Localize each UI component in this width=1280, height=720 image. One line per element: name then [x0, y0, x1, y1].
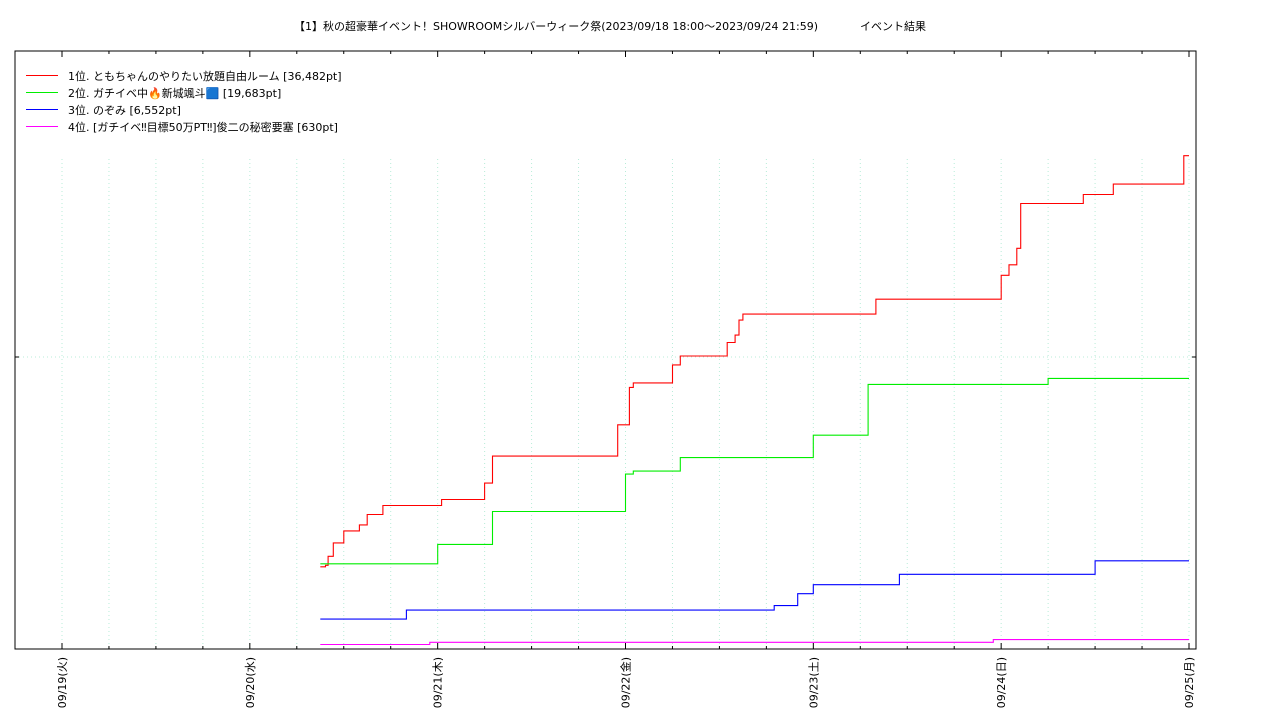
legend-label-2: 2位. ガチイベ中🔥新城颯斗🟦 [19,683pt]	[68, 86, 282, 100]
legend-item-1: 1位. ともちゃんのやりたい放題自由ルーム [36,482pt]	[26, 67, 342, 84]
legend-label-4: 4位. [ガチイベ‼目標50万PT‼]俊二の秘密要塞 [630pt]	[68, 120, 338, 134]
legend-swatch-4	[26, 126, 58, 127]
x-tick-label: 09/22(金)	[619, 657, 633, 708]
series-line-2	[320, 377, 1189, 565]
chart-title: 【1】秋の超豪華イベント！SHOWROOMシルバーウィーク祭(2023/09/1…	[294, 20, 926, 33]
x-tick-label: 09/24(日)	[995, 657, 1008, 708]
series-line-3	[320, 560, 1189, 620]
legend-label-3: 3位. のぞみ [6,552pt]	[68, 103, 181, 117]
series-line-1	[320, 155, 1189, 568]
x-tick-label: 09/23(土)	[807, 657, 820, 708]
legend: 1位. ともちゃんのやりたい放題自由ルーム [36,482pt] 2位. ガチイ…	[26, 67, 342, 135]
legend-swatch-3	[26, 109, 58, 110]
plot-frame	[14, 50, 1197, 650]
x-tick-label: 09/25(月)	[1183, 657, 1196, 708]
legend-item-4: 4位. [ガチイベ‼目標50万PT‼]俊二の秘密要塞 [630pt]	[26, 118, 342, 135]
legend-swatch-2	[26, 92, 58, 93]
x-tick-label: 09/21(木)	[432, 657, 445, 708]
legend-swatch-1	[26, 75, 58, 76]
series-line-4	[320, 639, 1189, 646]
x-tick-label: 09/20(水)	[244, 657, 257, 708]
x-tick-label: 09/19(火)	[56, 657, 69, 708]
legend-label-1: 1位. ともちゃんのやりたい放題自由ルーム [36,482pt]	[68, 69, 342, 83]
legend-item-2: 2位. ガチイベ中🔥新城颯斗🟦 [19,683pt]	[26, 84, 342, 101]
legend-item-3: 3位. のぞみ [6,552pt]	[26, 101, 342, 118]
